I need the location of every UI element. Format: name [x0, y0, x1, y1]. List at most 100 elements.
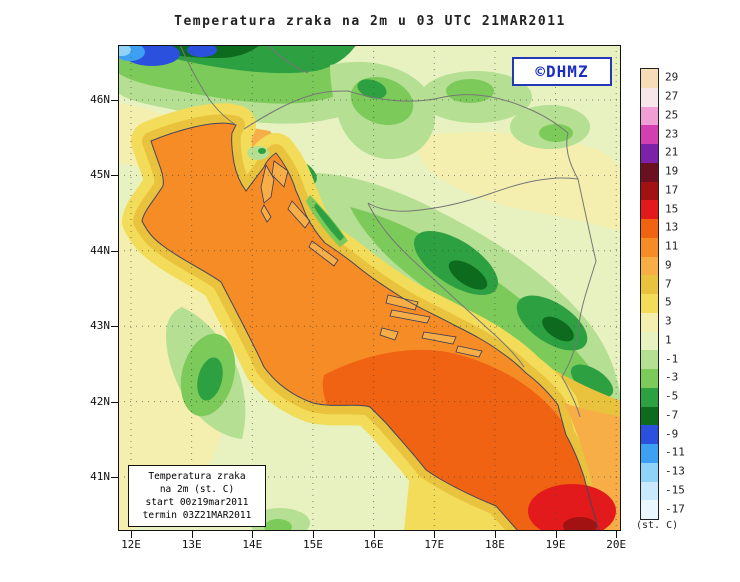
lon-label: 16E — [363, 538, 384, 551]
legend-swatch — [641, 387, 658, 407]
country-border — [367, 202, 525, 368]
country-border — [566, 132, 579, 180]
island — [379, 327, 399, 341]
temp-region — [542, 316, 574, 342]
axis-tick — [111, 100, 118, 101]
legend-value: 19 — [665, 164, 679, 178]
axis-tick — [494, 531, 496, 538]
country-border — [561, 376, 581, 418]
color-scale-legend: 29 27 25 23 21 19 17 15 13 11 9 7 5 3 1 -1 -3 -5 -7 -9 -11 -1… — [640, 68, 712, 520]
legend-color-bar — [640, 68, 659, 520]
legend-value: -15 — [665, 483, 685, 497]
legend-value: 7 — [665, 277, 672, 291]
temp-region — [197, 357, 223, 401]
temp-region-hotspot — [528, 484, 616, 531]
legend-swatch — [641, 181, 658, 201]
axis-tick — [111, 477, 118, 478]
island — [308, 240, 339, 267]
country-border — [561, 178, 597, 378]
lat-label: 44N — [90, 243, 110, 257]
temp-region — [446, 79, 494, 103]
axis-tick — [616, 531, 618, 538]
temp-region-velebit-core — [314, 203, 344, 241]
legend-swatch — [641, 219, 658, 238]
legend-swatch — [641, 162, 658, 182]
legend-value: 13 — [665, 220, 679, 234]
legend-value-labels: 29 27 25 23 21 19 17 15 13 11 9 7 5 3 1 -1 -3 -5 -7 -9 -11 -1… — [640, 68, 712, 518]
legend-value: 5 — [665, 295, 672, 309]
island — [271, 160, 289, 188]
temp-region — [570, 364, 614, 398]
legend-swatch — [641, 275, 658, 294]
legend-value: 21 — [665, 145, 679, 159]
legend-value: -13 — [665, 464, 685, 478]
lat-label: 45N — [90, 168, 110, 182]
legend-swatch — [641, 331, 658, 351]
axis-tick — [131, 531, 132, 538]
axis-tick — [555, 531, 557, 538]
legend-swatch — [641, 294, 658, 313]
legend-value: 17 — [665, 183, 679, 197]
legend-swatch — [641, 462, 658, 482]
legend-value: 9 — [665, 258, 672, 272]
island — [389, 309, 431, 324]
info-line-termin: termin 03Z21MAR2011 — [142, 510, 252, 521]
lon-label: 20E — [606, 538, 627, 551]
country-border — [243, 90, 349, 130]
temp-region — [187, 45, 217, 57]
legend-value: 3 — [665, 314, 672, 328]
forecast-info-box: Temperatura zraka na 2m (st. C) start 00… — [128, 465, 266, 527]
legend-swatch — [641, 200, 658, 219]
legend-swatch — [641, 406, 658, 426]
lon-label: 15E — [303, 538, 323, 551]
axis-tick — [111, 250, 118, 252]
lat-label: 43N — [90, 319, 110, 333]
island — [287, 200, 311, 229]
legend-swatch — [641, 350, 658, 369]
lat-label: 46N — [90, 93, 110, 106]
country-border — [267, 45, 309, 74]
lat-label: 41N — [90, 470, 110, 483]
temp-region — [118, 45, 131, 56]
legend-unit-label: (st. C) — [636, 520, 679, 531]
legend-swatch — [641, 69, 658, 88]
legend-value: 23 — [665, 127, 679, 141]
country-borders — [179, 45, 597, 418]
temp-region-hotspot-core — [563, 517, 597, 531]
legend-swatch — [641, 87, 658, 107]
island — [385, 294, 419, 311]
lon-label: 14E — [242, 538, 263, 551]
island — [260, 163, 275, 204]
lon-label: 13E — [181, 538, 202, 551]
dhmz-watermark-text: ©DHMZ — [535, 62, 589, 81]
axis-tick — [252, 531, 254, 538]
legend-swatch — [641, 256, 658, 276]
legend-value: -5 — [665, 389, 679, 403]
legend-value: -7 — [665, 408, 679, 422]
legend-swatch — [641, 312, 658, 332]
legend-value: -17 — [665, 502, 685, 516]
axis-tick — [312, 531, 314, 538]
info-line-level: na 2m (st. C) — [159, 484, 235, 495]
legend-value: -11 — [665, 445, 685, 459]
island — [455, 345, 483, 358]
legend-swatch — [641, 125, 658, 144]
lon-label: 18E — [484, 538, 505, 551]
country-border — [179, 45, 237, 126]
islands — [260, 160, 483, 358]
lon-label: 19E — [545, 538, 566, 551]
map-frame — [118, 45, 621, 531]
legend-swatch — [641, 369, 658, 388]
island — [421, 331, 457, 345]
lat-label: 42N — [90, 394, 110, 408]
axis-tick — [111, 326, 118, 328]
axis-tick — [111, 401, 118, 403]
island — [260, 204, 272, 223]
legend-value: -3 — [665, 370, 679, 384]
temperature-map — [118, 45, 621, 531]
info-line-start: start 00z19mar2011 — [145, 497, 249, 508]
legend-value: -9 — [665, 427, 679, 441]
country-border — [367, 177, 579, 212]
info-line-variable: Temperatura zraka — [148, 471, 246, 482]
lon-label: 17E — [424, 538, 445, 551]
